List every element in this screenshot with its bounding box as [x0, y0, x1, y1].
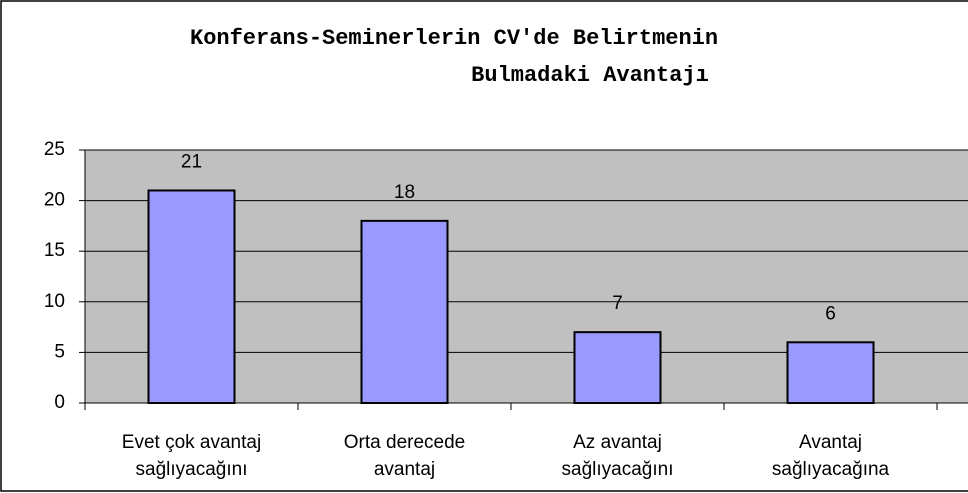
y-tick-label: 15 — [44, 240, 65, 261]
bar — [147, 189, 236, 404]
data-label: 6 — [825, 303, 836, 324]
x-tick-label: avantaj — [374, 459, 435, 480]
y-tick-label: 25 — [44, 139, 65, 160]
chart-title: Bulmadaki Avantajı — [471, 63, 709, 88]
chart-title: Konferans-Seminerlerin CV'de Belirtmenin — [190, 26, 718, 51]
y-tick-label: 20 — [44, 190, 65, 211]
x-tick-label: sağlıyacağını — [562, 459, 674, 480]
data-label: 7 — [612, 293, 623, 314]
y-tick-label: 0 — [54, 392, 65, 413]
data-label: 18 — [394, 182, 415, 203]
x-tick-label: Evet çok avantaj — [122, 432, 261, 453]
bar — [786, 341, 875, 404]
y-tick-label: 10 — [44, 291, 65, 312]
x-tick-label: sağlıyacağına — [772, 459, 890, 480]
x-tick-label: sağlıyacağını — [136, 459, 248, 480]
data-label: 21 — [181, 151, 202, 172]
bar — [573, 331, 662, 404]
x-tick-label: Orta derecede — [344, 432, 465, 453]
bar — [360, 219, 449, 404]
x-tick-label: Az avantaj — [573, 432, 662, 453]
y-tick-label: 5 — [54, 341, 65, 362]
x-tick-label: Avantaj — [799, 432, 862, 453]
